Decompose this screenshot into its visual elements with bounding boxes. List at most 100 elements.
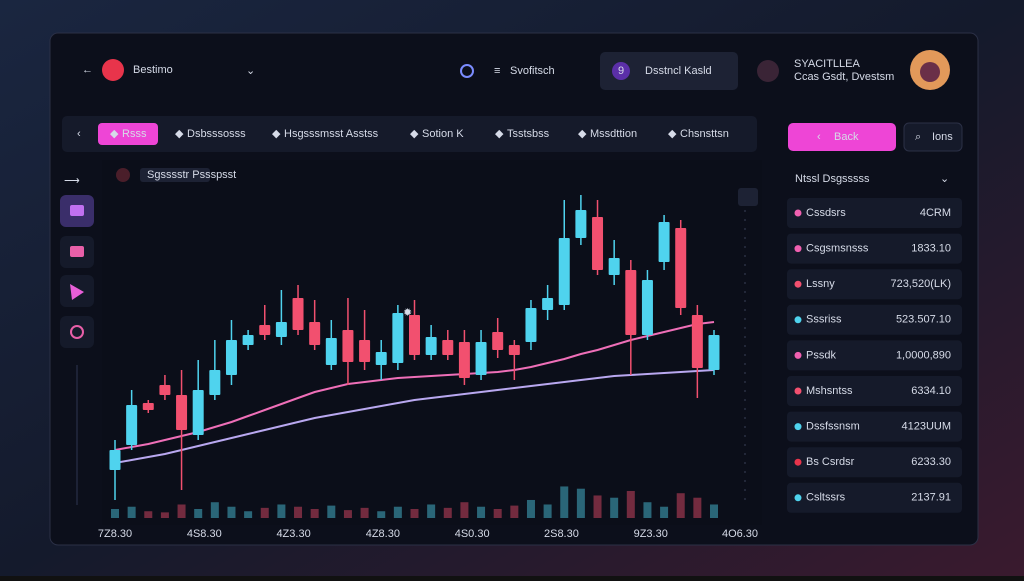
candle-body <box>708 335 720 370</box>
row-value: 523.507.10 <box>896 314 951 326</box>
row-name: Csgsmsnsss <box>806 243 869 255</box>
candle-body <box>475 342 487 375</box>
x-tick-label: 4Z3.30 <box>276 528 310 540</box>
row-value: 723,520(LK) <box>890 278 951 290</box>
candle-body <box>558 238 570 305</box>
menu-icon: ≡ <box>494 65 500 77</box>
row-dot <box>794 387 802 395</box>
candle-body <box>109 450 121 470</box>
candle-body <box>259 325 271 335</box>
panel-row[interactable] <box>787 447 962 478</box>
toolbar-item[interactable]: Sotion K <box>422 128 464 140</box>
toolbar-tab-active[interactable] <box>98 123 158 145</box>
x-tick-label: 7Z8.30 <box>98 528 132 540</box>
button-badge: 9 <box>618 65 624 77</box>
row-name: Dssfssnsm <box>806 421 860 433</box>
toolbar-item[interactable]: Tsstsbss <box>507 128 550 140</box>
button-label[interactable]: Dsstncl Kasld <box>645 65 712 77</box>
candle-body <box>525 308 537 342</box>
volume-bar <box>177 504 186 518</box>
candle-body <box>275 322 287 337</box>
volume-bar <box>477 506 486 518</box>
toolbar-item[interactable]: Mssdttion <box>590 128 637 140</box>
candle-body <box>359 340 371 362</box>
app-chevron[interactable]: ⌄ <box>246 65 255 77</box>
chart-menu[interactable] <box>738 188 758 206</box>
volume-bar <box>593 495 602 518</box>
chart-marker: ✹ <box>403 307 412 319</box>
chart-title-bg <box>140 168 210 182</box>
panel-chevron[interactable]: ⌄ <box>940 173 949 185</box>
toolbar-back[interactable]: ‹ <box>77 128 81 140</box>
header-button[interactable] <box>600 52 738 90</box>
candle-body <box>176 395 188 430</box>
row-dot <box>794 351 802 359</box>
avatar-face <box>920 62 940 82</box>
panel-row[interactable] <box>787 198 962 228</box>
panel-row[interactable] <box>787 269 962 300</box>
volume-bar <box>327 505 336 518</box>
x-tick-label: 4O6.30 <box>722 528 758 540</box>
x-tick-label: 9Z3.30 <box>634 528 668 540</box>
row-name: Lssny <box>806 278 835 290</box>
candle-body <box>575 210 587 238</box>
chart-icon <box>116 168 130 182</box>
sidebar-item[interactable] <box>60 316 94 348</box>
volume-bar <box>144 511 153 518</box>
back-button[interactable] <box>788 123 896 151</box>
candle-body <box>442 340 454 355</box>
volume-bar <box>543 504 552 518</box>
moving-average <box>114 321 715 451</box>
candle-body <box>325 338 337 365</box>
candle-body <box>508 345 520 355</box>
row-dot <box>794 494 802 502</box>
row-name: Pssdk <box>806 349 836 361</box>
candle-body <box>542 298 554 310</box>
toolbar-icon: ◆ <box>110 128 119 140</box>
row-name: Cssdsrs <box>806 207 846 219</box>
volume-bar <box>693 497 702 518</box>
candle-body <box>492 332 504 350</box>
toolbar-item[interactable]: Chsnsttsn <box>680 128 729 140</box>
panel-row[interactable] <box>787 411 962 442</box>
volume-bar <box>576 488 585 518</box>
toolbar-item[interactable]: Rsss <box>122 128 147 140</box>
panel-row[interactable] <box>787 233 962 264</box>
candle-body <box>592 217 604 270</box>
panel-row[interactable] <box>787 304 962 335</box>
candle-body <box>342 330 354 362</box>
panel-row[interactable] <box>787 340 962 371</box>
search-box[interactable] <box>903 122 963 152</box>
volume-bar <box>626 490 635 518</box>
volume-bar <box>194 508 203 518</box>
x-tick-label: 4S0.30 <box>455 528 490 540</box>
x-tick-label: 2S8.30 <box>544 528 579 540</box>
candle-body <box>409 315 420 355</box>
row-value: 1,0000,890 <box>896 349 951 361</box>
volume-bar <box>526 499 535 518</box>
row-value: 4CRM <box>920 207 951 219</box>
panel-row[interactable] <box>787 482 962 513</box>
toolbar-item[interactable]: Dsbsssosss <box>187 128 246 140</box>
candle-body <box>225 340 237 375</box>
search-icon: ⌕ <box>915 131 921 143</box>
row-dot <box>794 280 802 288</box>
candle-body <box>159 385 171 395</box>
menu[interactable]: Svofitsch <box>510 65 555 77</box>
toolbar-item[interactable]: Hsgsssmsst Asstss <box>284 128 379 140</box>
search-label[interactable]: Ions <box>932 131 953 143</box>
volume-bar <box>610 497 619 518</box>
row-value: 4123UUM <box>901 421 951 433</box>
row-dot <box>794 423 802 431</box>
panel-row[interactable] <box>787 376 962 406</box>
back-button-label[interactable]: Back <box>834 131 859 143</box>
x-tick-label: 4S8.30 <box>187 528 222 540</box>
back-arrow[interactable]: ← <box>82 64 93 76</box>
row-value: 2137.91 <box>911 492 951 504</box>
back-chevron: ‹ <box>817 131 821 143</box>
volume-bar <box>127 506 136 518</box>
candle-body <box>192 390 204 435</box>
volume-bar <box>393 506 402 518</box>
candle-body <box>375 352 387 365</box>
